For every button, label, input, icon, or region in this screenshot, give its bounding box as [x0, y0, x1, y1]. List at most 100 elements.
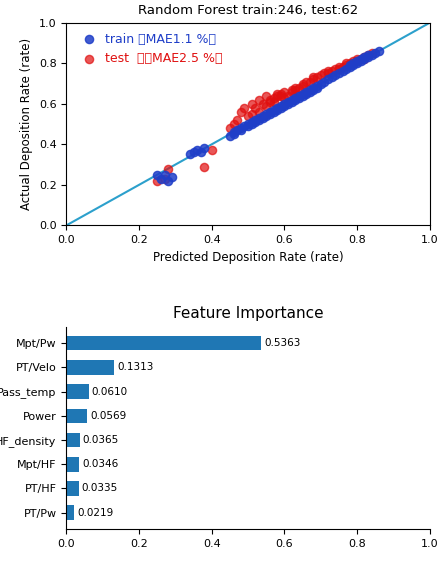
train （MAE1.1 %）	[292, 93, 299, 102]
test  　（MAE2.5 %）	[256, 95, 263, 104]
train （MAE1.1 %）	[277, 104, 284, 113]
test  　（MAE2.5 %）	[346, 59, 354, 68]
test  　（MAE2.5 %）	[245, 112, 252, 121]
train （MAE1.1 %）	[299, 89, 306, 98]
train （MAE1.1 %）	[342, 65, 350, 74]
train （MAE1.1 %）	[165, 176, 172, 185]
train （MAE1.1 %）	[274, 105, 281, 114]
train （MAE1.1 %）	[314, 83, 321, 92]
test  　（MAE2.5 %）	[288, 87, 295, 96]
train （MAE1.1 %）	[274, 104, 281, 113]
X-axis label: Predicted Deposition Rate (rate): Predicted Deposition Rate (rate)	[153, 250, 343, 263]
test  　（MAE2.5 %）	[263, 91, 270, 100]
Title: Feature Importance: Feature Importance	[173, 306, 323, 321]
train （MAE1.1 %）	[270, 105, 277, 114]
train （MAE1.1 %）	[154, 170, 161, 179]
test  　（MAE2.5 %）	[281, 87, 288, 96]
test  　（MAE2.5 %）	[310, 75, 317, 84]
train （MAE1.1 %）	[317, 79, 324, 88]
Text: 0.0610: 0.0610	[92, 386, 128, 397]
Bar	[66, 336, 261, 351]
train （MAE1.1 %）	[256, 116, 263, 125]
train （MAE1.1 %）	[321, 77, 328, 86]
train （MAE1.1 %）	[157, 174, 164, 183]
test  　（MAE2.5 %）	[237, 108, 245, 117]
train （MAE1.1 %）	[295, 93, 303, 102]
test  　（MAE2.5 %）	[277, 91, 284, 100]
train （MAE1.1 %）	[368, 51, 375, 60]
train （MAE1.1 %）	[197, 148, 204, 157]
test  　（MAE2.5 %）	[303, 77, 310, 86]
Bar	[66, 433, 80, 447]
train （MAE1.1 %）	[357, 57, 364, 66]
train （MAE1.1 %）	[270, 108, 277, 117]
Text: 0.1313: 0.1313	[117, 362, 153, 372]
test  　（MAE2.5 %）	[292, 85, 299, 94]
test  　（MAE2.5 %）	[208, 146, 215, 155]
test  　（MAE2.5 %）	[248, 109, 255, 118]
test  　（MAE2.5 %）	[266, 95, 273, 104]
train （MAE1.1 %）	[187, 150, 194, 159]
test  　（MAE2.5 %）	[361, 53, 368, 62]
train （MAE1.1 %）	[354, 57, 361, 66]
test  　（MAE2.5 %）	[165, 164, 172, 173]
test  　（MAE2.5 %）	[335, 65, 342, 74]
train （MAE1.1 %）	[310, 85, 317, 94]
test  　（MAE2.5 %）	[284, 91, 291, 100]
test  　（MAE2.5 %）	[350, 57, 357, 66]
train （MAE1.1 %）	[230, 130, 237, 139]
train （MAE1.1 %）	[245, 122, 252, 131]
Bar	[66, 505, 74, 520]
train （MAE1.1 %）	[314, 81, 321, 90]
test  　（MAE2.5 %）	[292, 83, 299, 92]
test  　（MAE2.5 %）	[201, 162, 208, 171]
test  　（MAE2.5 %）	[328, 67, 335, 76]
train （MAE1.1 %）	[284, 97, 291, 106]
train （MAE1.1 %）	[346, 61, 354, 70]
train （MAE1.1 %）	[237, 126, 245, 135]
Y-axis label: Actual Deposition Rate (rate): Actual Deposition Rate (rate)	[20, 38, 33, 210]
train （MAE1.1 %）	[248, 119, 255, 129]
test  　（MAE2.5 %）	[354, 57, 361, 66]
train （MAE1.1 %）	[361, 53, 368, 62]
test  　（MAE2.5 %）	[281, 93, 288, 102]
train （MAE1.1 %）	[354, 59, 361, 68]
train （MAE1.1 %）	[266, 109, 273, 118]
train （MAE1.1 %）	[339, 67, 346, 76]
train （MAE1.1 %）	[295, 91, 303, 100]
train （MAE1.1 %）	[201, 144, 208, 153]
train （MAE1.1 %）	[161, 170, 168, 179]
train （MAE1.1 %）	[375, 47, 382, 56]
Text: 0.0335: 0.0335	[82, 484, 118, 493]
test  　（MAE2.5 %）	[241, 104, 248, 113]
test  　（MAE2.5 %）	[361, 55, 368, 64]
Bar	[66, 360, 114, 374]
test  　（MAE2.5 %）	[317, 71, 324, 80]
test  　（MAE2.5 %）	[259, 99, 266, 108]
train （MAE1.1 %）	[248, 117, 255, 126]
Title: Random Forest train:246, test:62: Random Forest train:246, test:62	[138, 5, 358, 18]
test  　（MAE2.5 %）	[306, 77, 313, 86]
train （MAE1.1 %）	[263, 112, 270, 121]
train （MAE1.1 %）	[324, 75, 331, 84]
Bar	[66, 457, 79, 472]
test  　（MAE2.5 %）	[314, 73, 321, 82]
test  　（MAE2.5 %）	[256, 108, 263, 117]
train （MAE1.1 %）	[292, 95, 299, 104]
train （MAE1.1 %）	[328, 73, 335, 82]
test  　（MAE2.5 %）	[324, 67, 331, 76]
train （MAE1.1 %）	[306, 87, 313, 96]
Text: 0.0219: 0.0219	[78, 508, 113, 518]
train （MAE1.1 %）	[245, 119, 252, 129]
train （MAE1.1 %）	[299, 91, 306, 100]
test  　（MAE2.5 %）	[252, 104, 259, 113]
train （MAE1.1 %）	[288, 95, 295, 104]
test  　（MAE2.5 %）	[248, 99, 255, 108]
test  　（MAE2.5 %）	[368, 48, 375, 57]
test  　（MAE2.5 %）	[270, 93, 277, 102]
train （MAE1.1 %）	[365, 53, 372, 62]
train （MAE1.1 %）	[266, 108, 273, 117]
test  　（MAE2.5 %）	[310, 73, 317, 82]
test  　（MAE2.5 %）	[324, 69, 331, 78]
test  　（MAE2.5 %）	[277, 89, 284, 98]
